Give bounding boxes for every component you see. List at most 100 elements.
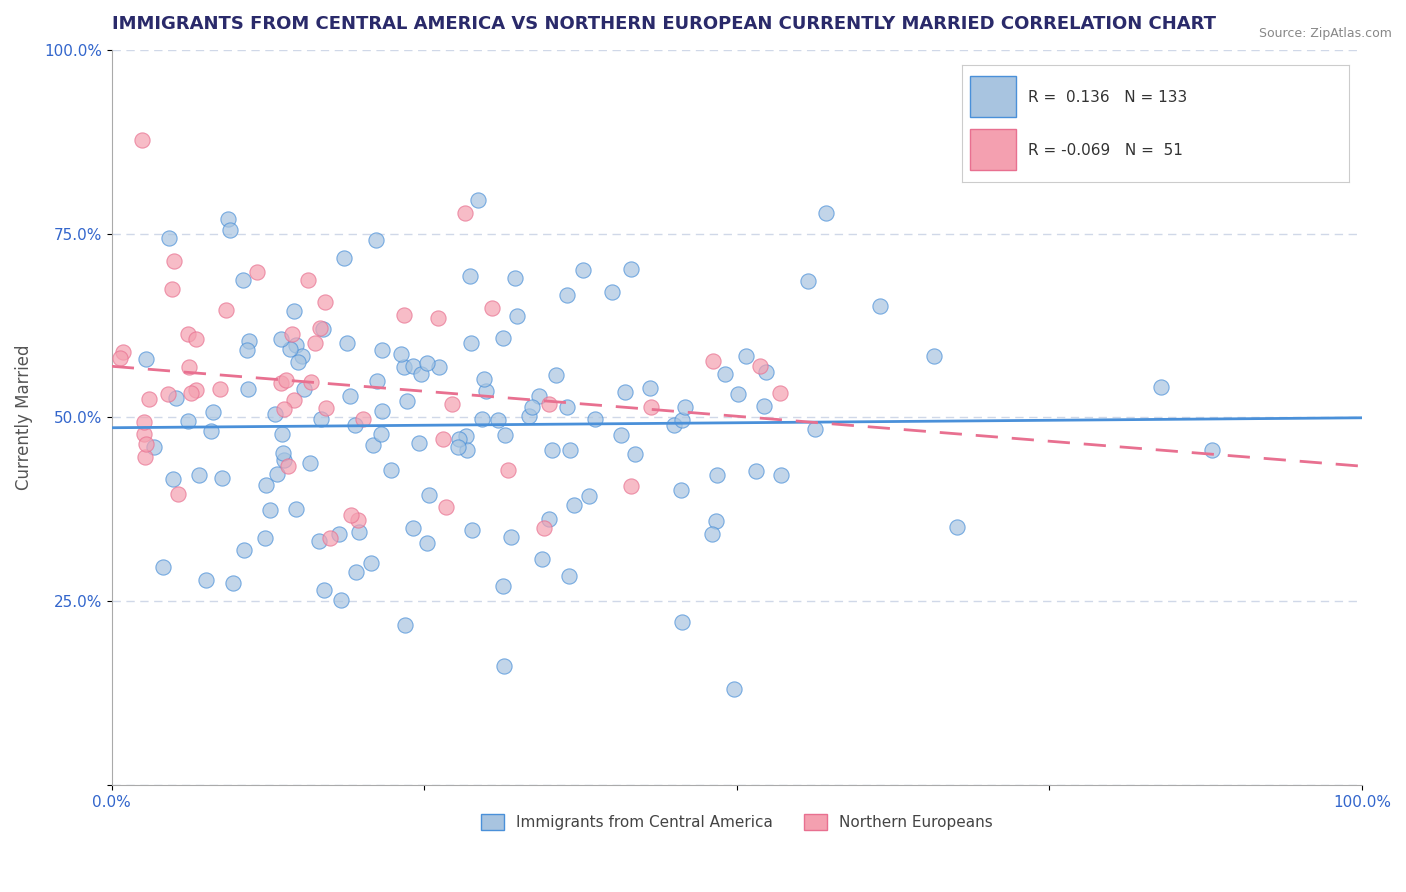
Point <box>640 401 662 415</box>
Point <box>219 223 242 237</box>
Point <box>344 565 367 579</box>
Point <box>745 464 768 478</box>
Point <box>700 527 723 541</box>
Point <box>232 542 254 557</box>
Point <box>292 382 315 396</box>
Point <box>232 273 254 287</box>
Point <box>131 132 153 146</box>
Point <box>671 483 693 497</box>
Point <box>472 371 495 385</box>
Point <box>188 468 211 483</box>
Point <box>134 450 156 464</box>
Point <box>222 576 245 591</box>
Point <box>143 440 166 454</box>
Point <box>458 269 481 284</box>
Point <box>1150 379 1173 393</box>
Point <box>434 500 457 515</box>
Point <box>769 385 792 400</box>
Text: Source: ZipAtlas.com: Source: ZipAtlas.com <box>1258 27 1392 40</box>
Point <box>537 511 560 525</box>
Point <box>283 304 305 318</box>
Point <box>380 463 402 477</box>
Point <box>1201 443 1223 458</box>
Point <box>418 488 440 502</box>
Point <box>138 392 160 406</box>
Point <box>494 428 516 442</box>
Point <box>236 343 259 358</box>
Point <box>555 288 578 302</box>
Point <box>186 332 208 346</box>
Point <box>254 478 277 492</box>
Point <box>364 233 387 247</box>
Point <box>135 437 157 451</box>
Point <box>620 479 643 493</box>
Point <box>370 426 392 441</box>
Point <box>132 427 155 442</box>
Point <box>755 365 778 379</box>
Point <box>441 397 464 411</box>
Point <box>111 345 134 359</box>
Point <box>215 302 238 317</box>
Point <box>499 531 522 545</box>
Point <box>557 569 579 583</box>
Point <box>278 342 301 356</box>
Point <box>558 442 581 457</box>
Point <box>481 301 503 315</box>
Point <box>533 521 555 535</box>
Point <box>702 353 724 368</box>
Point <box>285 502 308 516</box>
Point <box>211 471 233 485</box>
Point <box>194 573 217 587</box>
Point <box>662 417 685 432</box>
Point <box>217 212 239 227</box>
Point <box>371 343 394 358</box>
Point <box>411 368 433 382</box>
Point <box>714 367 737 381</box>
Point <box>619 261 641 276</box>
Point <box>270 376 292 390</box>
Point <box>360 557 382 571</box>
Point <box>287 355 309 369</box>
Point <box>623 447 645 461</box>
Point <box>135 352 157 367</box>
Point <box>304 335 326 350</box>
Point <box>297 273 319 287</box>
Point <box>416 536 439 550</box>
Point <box>395 394 418 409</box>
Point <box>408 435 430 450</box>
Point <box>152 560 174 574</box>
Point <box>426 311 449 326</box>
Point <box>471 412 494 426</box>
Point <box>361 438 384 452</box>
Point <box>309 411 332 425</box>
Point <box>270 426 292 441</box>
Point <box>538 397 561 411</box>
Point <box>246 265 269 279</box>
Point <box>339 508 361 523</box>
Point <box>274 374 297 388</box>
Point <box>259 503 281 517</box>
Point <box>266 467 288 482</box>
Point <box>163 253 186 268</box>
Point <box>156 387 179 401</box>
Point <box>727 387 749 401</box>
Point <box>308 534 330 549</box>
Point <box>614 384 637 399</box>
Point <box>454 428 477 442</box>
Point <box>238 334 260 348</box>
Point <box>706 468 728 483</box>
Point <box>723 682 745 697</box>
Point <box>343 417 366 432</box>
Point <box>517 409 540 424</box>
Point <box>609 428 631 442</box>
Point <box>803 421 825 435</box>
Point <box>200 424 222 438</box>
Point <box>328 527 350 541</box>
Point <box>165 392 187 406</box>
Point <box>177 414 200 428</box>
Point <box>555 400 578 414</box>
Point <box>202 405 225 419</box>
Point <box>273 453 295 467</box>
Point <box>704 514 727 528</box>
Point <box>797 274 820 288</box>
